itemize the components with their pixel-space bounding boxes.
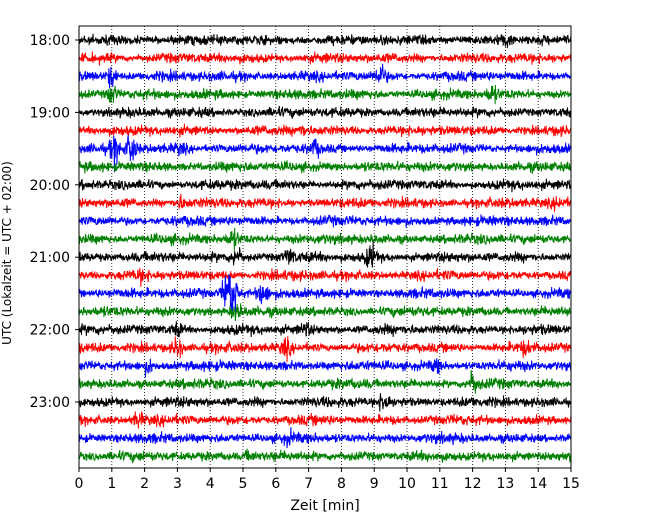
y-axis-ticks: 18:00 19:00 20:00 21:00 22:00 23:00 — [30, 33, 79, 411]
trace-line — [79, 267, 571, 287]
trace-line — [79, 33, 571, 49]
y-tick-label: 20:00 — [30, 178, 70, 194]
trace-line — [79, 369, 571, 394]
y-tick-label: 19:00 — [30, 105, 70, 121]
x-tick-label: 14 — [529, 476, 547, 492]
trace-line — [79, 411, 571, 429]
trace-line — [79, 273, 571, 317]
y-tick-label: 18:00 — [30, 33, 70, 49]
y-tick-label: 21:00 — [30, 250, 70, 266]
x-tick-label: 2 — [140, 476, 149, 492]
trace-line — [79, 123, 571, 138]
trace-line — [79, 178, 571, 193]
x-tick-label: 1 — [107, 476, 116, 492]
trace-line — [79, 51, 571, 66]
x-tick-label: 9 — [370, 476, 379, 492]
x-tick-label: 10 — [398, 476, 416, 492]
x-tick-label: 4 — [206, 476, 215, 492]
x-tick-label: 7 — [304, 476, 313, 492]
x-tick-label: 13 — [496, 476, 514, 492]
trace-line — [79, 214, 571, 228]
y-axis-label: UTC (Lokalzeit = UTC + 02:00) — [0, 161, 14, 345]
trace-line — [79, 105, 571, 119]
trace-line — [79, 336, 571, 363]
x-tick-label: 0 — [75, 476, 84, 492]
x-axis-ticks: 0 1 2 3 4 5 6 7 8 9 10 11 12 13 14 15 — [75, 468, 580, 492]
x-tick-label: 11 — [431, 476, 449, 492]
trace-line — [79, 241, 571, 268]
trace-line — [79, 160, 571, 174]
x-axis-label: Zeit [min] — [290, 498, 359, 514]
y-tick-label: 23:00 — [30, 395, 70, 411]
x-tick-label: 12 — [464, 476, 482, 492]
trace-line — [79, 427, 571, 449]
trace-line — [79, 358, 571, 378]
x-tick-label: 5 — [239, 476, 248, 492]
traces — [79, 33, 571, 464]
trace-line — [79, 393, 571, 412]
plot-frame — [78, 25, 572, 469]
trace-line — [79, 227, 571, 251]
trace-line — [79, 84, 571, 105]
trace-line — [79, 321, 571, 338]
x-tick-label: 8 — [337, 476, 346, 492]
trace-line — [79, 63, 571, 89]
trace-line — [79, 303, 571, 322]
trace-line — [79, 448, 571, 464]
x-tick-label: 15 — [562, 476, 580, 492]
x-tick-label: 3 — [173, 476, 182, 492]
x-tick-label: 6 — [271, 476, 280, 492]
trace-line — [79, 134, 571, 173]
y-tick-label: 22:00 — [30, 323, 70, 339]
trace-line — [79, 193, 571, 212]
